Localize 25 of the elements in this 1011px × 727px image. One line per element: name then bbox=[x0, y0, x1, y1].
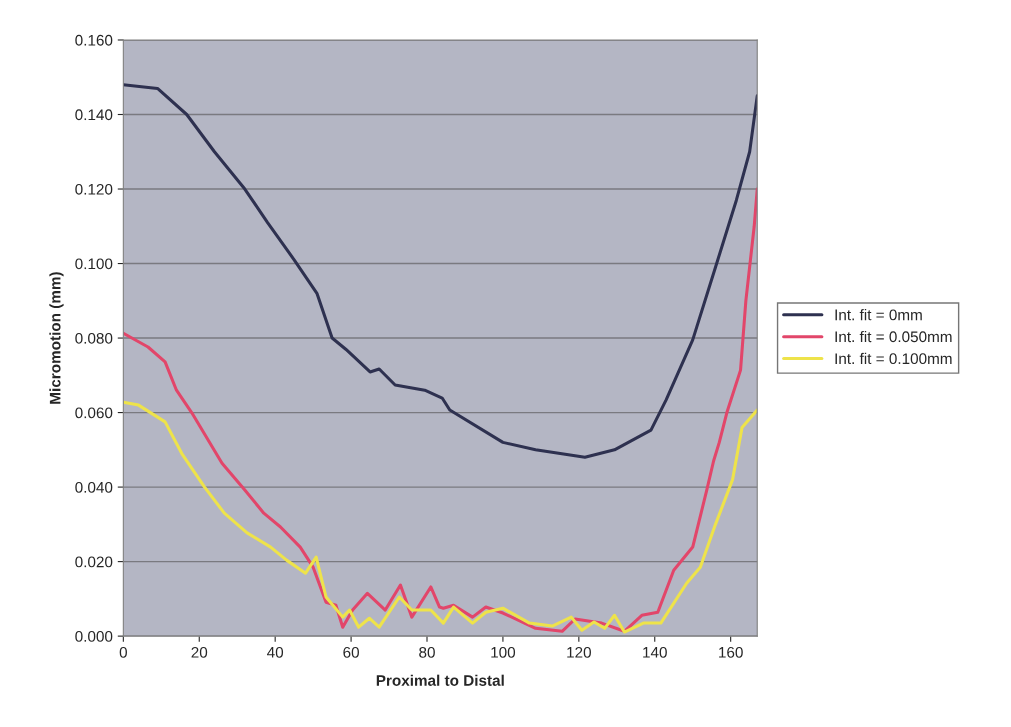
x-tick-label: 60 bbox=[343, 646, 359, 658]
line-series bbox=[123, 83, 758, 459]
y-tick-label: 0.000 bbox=[75, 630, 113, 642]
y-tick-label: 0.120 bbox=[75, 183, 113, 195]
x-tick-label: 20 bbox=[191, 646, 208, 658]
x-tick-label: 160 bbox=[719, 646, 743, 658]
legend-label: Int. fit = 0.050mm bbox=[835, 330, 952, 343]
x-tick-label: 0 bbox=[119, 646, 127, 658]
y-tick-label: 0.060 bbox=[75, 407, 113, 419]
x-tick-label: 40 bbox=[267, 646, 284, 658]
legend-label: Int. fit = 0mm bbox=[835, 309, 922, 321]
x-tick-label: 120 bbox=[567, 646, 591, 658]
x-axis-title: Proximal to Distal bbox=[376, 674, 504, 686]
y-tick-label: 0.140 bbox=[75, 109, 113, 121]
x-tick-label: 100 bbox=[491, 646, 516, 658]
legend-label: Int. fit = 0.100mm bbox=[835, 352, 952, 365]
x-tick-label: 140 bbox=[643, 646, 667, 658]
y-tick-label: 0.040 bbox=[75, 481, 113, 493]
y-tick-label: 0.080 bbox=[75, 332, 113, 344]
y-tick-label: 0.160 bbox=[75, 34, 113, 46]
y-tick-label: 0.020 bbox=[75, 556, 113, 568]
x-tick-label: 80 bbox=[419, 646, 435, 658]
y-tick-label: 0.100 bbox=[75, 258, 113, 270]
y-axis-title: Micromotion (mm) bbox=[49, 272, 64, 404]
line-series bbox=[123, 187, 758, 633]
